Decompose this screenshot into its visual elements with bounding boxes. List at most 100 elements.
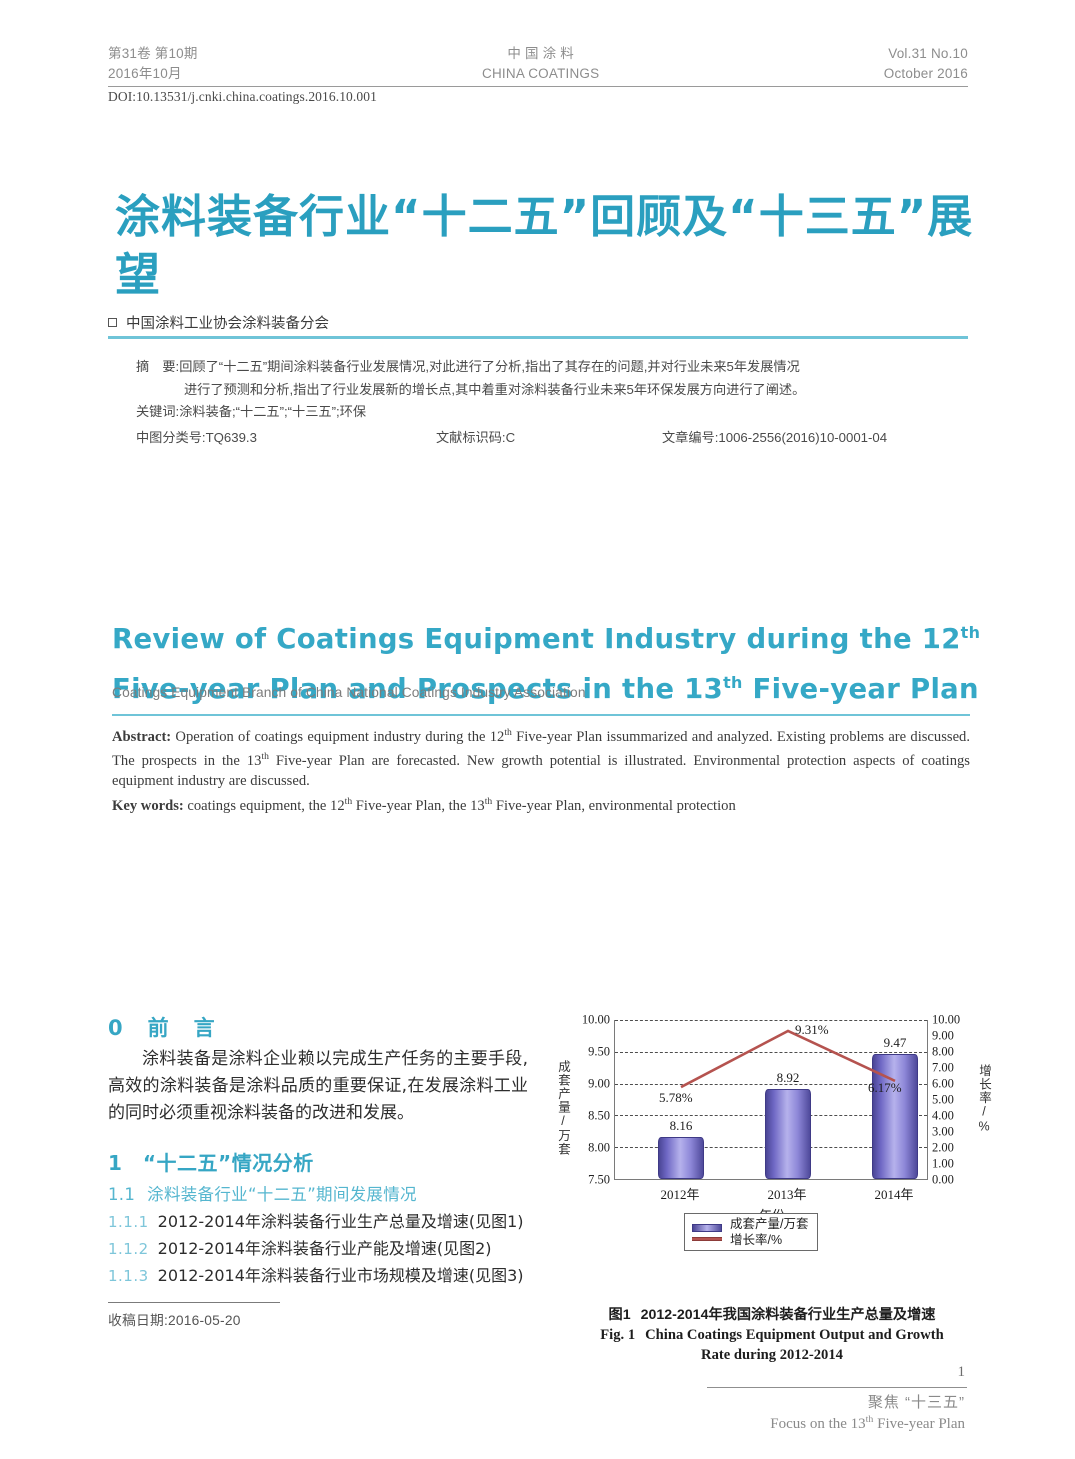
section-1-1-3-text: 2012-2014年涂料装备行业市场规模及增速(见图3) — [157, 1266, 524, 1285]
point-label-2013: 9.31% — [795, 1021, 829, 1037]
ytick-right-6: 6.00 — [932, 1076, 954, 1091]
journal-title-en: CHINA COATINGS — [482, 66, 600, 81]
ytick-left-7.50: 7.50 — [588, 1172, 610, 1187]
volume-issue: 第31卷 第10期 — [108, 46, 198, 61]
abstract-en-label: Abstract: — [112, 728, 172, 745]
abstract-cn-line1: 回顾了“十二五”期间涂料装备行业发展情况,对此进行了分析,指出了其存在的问题,并… — [179, 359, 800, 374]
title-en-line1-text: Review of Coatings Equipment Industry du… — [112, 622, 961, 655]
section-heading-1-1-2: 1.1.2 2012-2014年涂料装备行业产能及增速(见图2) — [108, 1235, 528, 1259]
ytick-right-8: 8.00 — [932, 1044, 954, 1059]
section-heading-1: 1 “十二五”情况分析 — [108, 1151, 314, 1175]
legend-label-growth: 增长率/% — [730, 1233, 783, 1247]
chart-y-axis-right-title: 增长率/% — [977, 1064, 991, 1135]
ytick-left-10: 10.00 — [581, 1012, 610, 1027]
chart-legend: 成套产量/万套 增长率/% — [684, 1213, 819, 1251]
keywords-cn-label: 关键词: — [136, 404, 180, 419]
footnote-divider — [108, 1302, 280, 1303]
figure-1-text-en-line1: China Coatings Equipment Output and Grow… — [645, 1327, 944, 1343]
volume-issue-en: Vol.31 No.10 — [888, 46, 968, 61]
legend-swatch-growth — [692, 1236, 722, 1241]
gridline-9.00 — [615, 1083, 927, 1085]
abstract-en-t3: Five-year Plan are forecasted. New growt… — [112, 752, 970, 789]
keywords-cn-row: 关键词: 涂料装备;“十二五”;“十三五”;环保 — [136, 401, 942, 424]
abstract-cn-meta: 中图分类号:TQ639.3 文献标识码:C 文章编号:1006-2556(201… — [136, 427, 942, 450]
footer-en-text: Focus on the 13 — [770, 1416, 866, 1432]
running-head-left: 第31卷 第10期 2016年10月 — [108, 44, 198, 84]
section-1-1-2-text: 2012-2014年涂料装备行业产能及增速(见图2) — [157, 1239, 492, 1258]
footer-section-en: Focus on the 13th Five-year Plan — [770, 1414, 965, 1433]
footer-en-tail: Five-year Plan — [873, 1416, 965, 1432]
article-number-label: 文章编号: — [662, 429, 719, 445]
title-en-line2-text: Five-year Plan and Prospects in the 13 — [112, 673, 724, 706]
page-number: 1 — [957, 1364, 966, 1380]
figure-1-text-cn: 2012-2014年我国涂料装备行业生产总量及增速 — [640, 1307, 936, 1323]
page-title-en: Review of Coatings Equipment Industry du… — [112, 611, 982, 711]
body-column-left: 0 前 言 涂料装备是涂料企业赖以完成生产任务的主要手段,高效的涂料装备是涂料品… — [108, 1012, 528, 1329]
footer-section-cn: 聚焦 “十三五” — [867, 1394, 965, 1411]
bar-label-2012: 8.16 — [669, 1117, 693, 1133]
figure-1-caption-en: Fig. 1 China Coatings Equipment Output an… — [552, 1325, 992, 1365]
bar-label-2013: 8.92 — [776, 1069, 800, 1085]
ytick-left-8.00: 8.00 — [588, 1140, 610, 1155]
section-heading-0: 0 前 言 — [108, 1016, 217, 1040]
keywords-en-t3: Five-year Plan, environmental protection — [492, 797, 736, 814]
doccode-field: 文献标识码:C — [436, 427, 662, 450]
issue-date-cn: 2016年10月 — [108, 66, 182, 81]
ytick-left-9.00: 9.00 — [588, 1076, 610, 1091]
author-affiliation-cn: 中国涂料工业协会涂料装备分会 — [108, 312, 968, 333]
ytick-right-7: 7.00 — [932, 1060, 954, 1075]
running-head-divider — [108, 86, 968, 87]
article-number-value: 1006-2556(2016)10-0001-04 — [718, 429, 888, 445]
chart-legend-labels: 成套产量/万套 增长率/% — [730, 1217, 808, 1247]
abstract-cn-row1: 摘 要: 回顾了“十二五”期间涂料装备行业发展情况,对此进行了分析,指出了其存在… — [136, 356, 942, 379]
growth-rate-polyline — [680, 1029, 896, 1089]
ytick-left-9.50: 9.50 — [588, 1044, 610, 1059]
bar-2013 — [765, 1088, 811, 1179]
clc-field: 中图分类号:TQ639.3 — [136, 427, 436, 450]
point-label-2014: 6.17% — [868, 1080, 902, 1096]
section-1-1-number: 1.1 — [108, 1185, 136, 1204]
gridline-10 — [615, 1020, 927, 1021]
author-divider — [108, 336, 968, 339]
abstract-cn: 摘 要: 回顾了“十二五”期间涂料装备行业发展情况,对此进行了分析,指出了其存在… — [136, 356, 942, 449]
ytick-right-4: 4.00 — [932, 1108, 954, 1123]
footer-en-sup: th — [865, 1414, 874, 1425]
affiliation-en: Coatings Equipment Branch of China Natio… — [112, 685, 586, 700]
received-date-note: 收稿日期:2016-05-20 — [108, 1313, 241, 1328]
chart-y-axis-left-title: 成套产量/万套 — [556, 1060, 570, 1156]
keywords-en-t2: Five-year Plan, the 13 — [352, 797, 485, 814]
section-heading-1-1-1: 1.1.1 2012-2014年涂料装备行业生产总量及增速(见图1) — [108, 1208, 528, 1232]
abstract-cn-line2: 进行了预测和分析,指出了行业发展新的增长点,其中着重对涂料装备行业未来5年环保发… — [184, 381, 806, 397]
section-heading-1-1-3: 1.1.3 2012-2014年涂料装备行业市场规模及增速(见图3) — [108, 1262, 528, 1286]
section-heading-1-1: 1.1 涂料装备行业“十二五”期间发展情况 — [108, 1181, 528, 1205]
article-number-field: 文章编号:1006-2556(2016)10-0001-04 — [662, 427, 942, 450]
gridline-9.50 — [615, 1051, 927, 1053]
ytick-right-0: 0.00 — [932, 1172, 954, 1187]
figure-1-label-cn: 图1 — [608, 1307, 631, 1323]
ytick-right-3: 3.00 — [932, 1124, 954, 1139]
keywords-en-sup1: th — [344, 795, 353, 807]
clc-label: 中图分类号: — [136, 429, 206, 445]
bar-label-2014: 9.47 — [883, 1034, 907, 1050]
figure-1-chart: 成套产量/万套 增长率/% 10.00 9.50 9.00 8.50 8.00 … — [552, 1008, 992, 1253]
abstract-en-t1: Operation of coatings equipment industry… — [171, 728, 505, 745]
keywords-cn-value: 涂料装备;“十二五”;“十三五”;环保 — [179, 404, 367, 419]
title-en-line2-tail: Five-year Plan — [742, 673, 979, 706]
page-title-cn: 涂料装备行业“十二五”回顾及“十三五”展望 — [115, 190, 974, 302]
abstract-en-t2: Five-year Plan issummarized and analyzed… — [112, 728, 970, 769]
figure-1-text-en-line2: Rate during 2012-2014 — [701, 1347, 843, 1363]
chart-y-axis-left-ticks: 10.00 9.50 9.00 8.50 8.00 7.50 — [570, 1013, 610, 1187]
figure-1-label-en: Fig. 1 — [600, 1327, 636, 1343]
doccode-value: C — [505, 429, 516, 445]
ytick-left-8.50: 8.50 — [588, 1108, 610, 1123]
running-head: 第31卷 第10期 2016年10月 中 国 涂 料 CHINA COATING… — [108, 44, 968, 84]
footer-divider — [707, 1387, 967, 1388]
issue-date-en: October 2016 — [883, 66, 968, 81]
running-head-center: 中 国 涂 料 CHINA COATINGS — [482, 44, 599, 84]
body-column-right: 成套产量/万套 增长率/% 10.00 9.50 9.00 8.50 8.00 … — [552, 1008, 992, 1365]
ytick-right-9: 9.00 — [932, 1028, 954, 1043]
doccode-label: 文献标识码: — [436, 429, 506, 445]
chart-plot-area: 8.16 8.92 9.47 5.78% 9.31% 6.17% — [614, 1020, 928, 1180]
xtick-2012: 2012年 — [660, 1187, 700, 1202]
